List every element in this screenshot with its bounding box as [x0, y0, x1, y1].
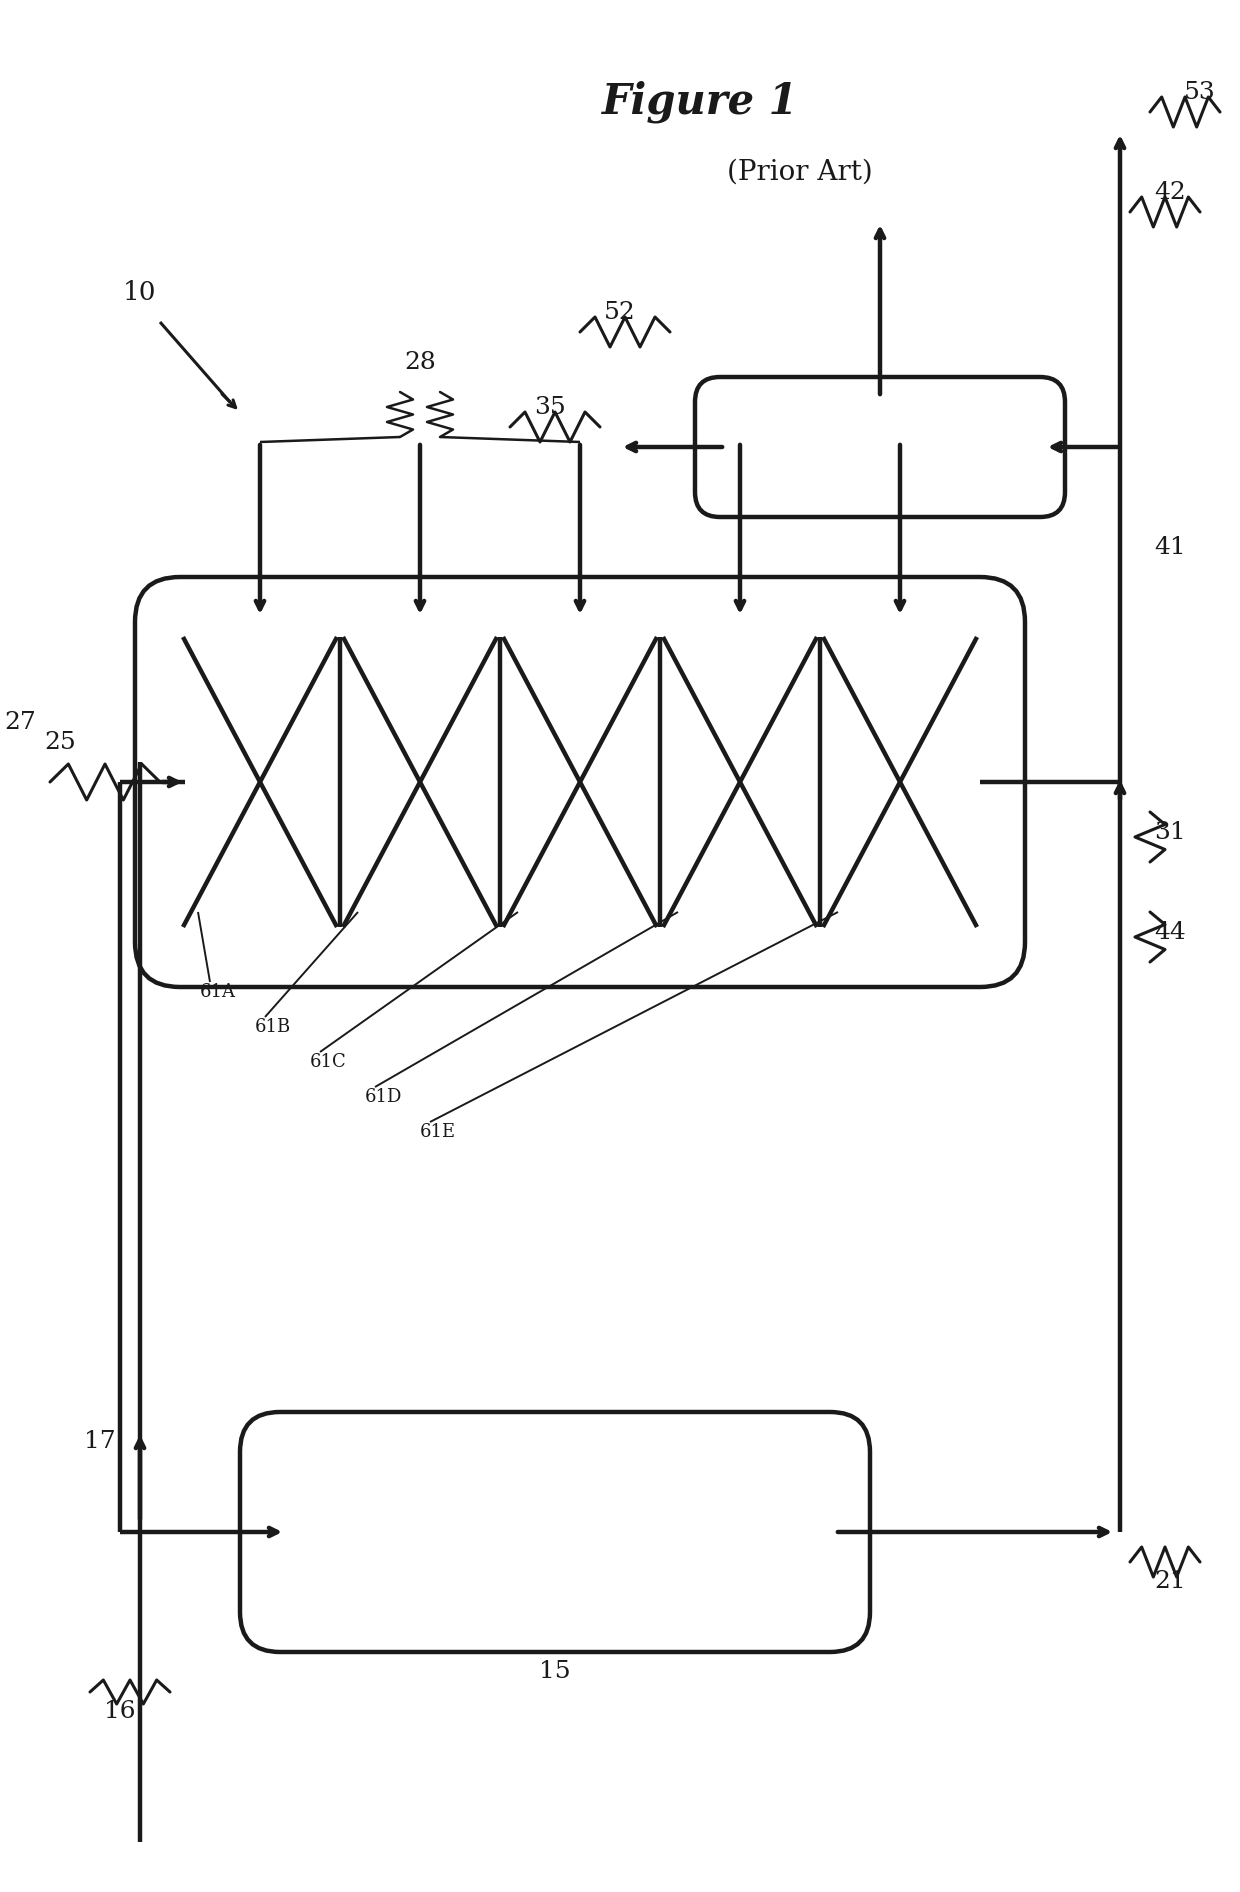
- Text: 17: 17: [84, 1430, 115, 1453]
- FancyBboxPatch shape: [694, 377, 1065, 517]
- FancyBboxPatch shape: [135, 577, 1025, 988]
- Text: 61A: 61A: [200, 984, 236, 1001]
- Text: 61C: 61C: [310, 1054, 347, 1071]
- Text: 42: 42: [1154, 180, 1185, 204]
- Text: 35: 35: [534, 395, 565, 418]
- Text: Figure 1: Figure 1: [601, 81, 799, 123]
- Text: 61D: 61D: [365, 1088, 402, 1107]
- Text: 53: 53: [1184, 81, 1216, 104]
- Text: 10: 10: [123, 280, 156, 305]
- Text: 61B: 61B: [255, 1018, 291, 1037]
- Text: 41: 41: [1154, 535, 1185, 558]
- Text: 61E: 61E: [420, 1124, 456, 1141]
- Text: 44: 44: [1154, 921, 1185, 944]
- Text: 31: 31: [1154, 821, 1185, 844]
- Text: 28: 28: [404, 350, 436, 373]
- FancyBboxPatch shape: [241, 1411, 870, 1652]
- Text: 21: 21: [1154, 1570, 1185, 1593]
- Text: 27: 27: [4, 711, 36, 734]
- Text: 16: 16: [104, 1701, 136, 1724]
- Text: (Prior Art): (Prior Art): [727, 159, 873, 185]
- Text: 52: 52: [604, 301, 636, 324]
- Text: 15: 15: [539, 1661, 570, 1684]
- Text: 25: 25: [45, 730, 76, 753]
